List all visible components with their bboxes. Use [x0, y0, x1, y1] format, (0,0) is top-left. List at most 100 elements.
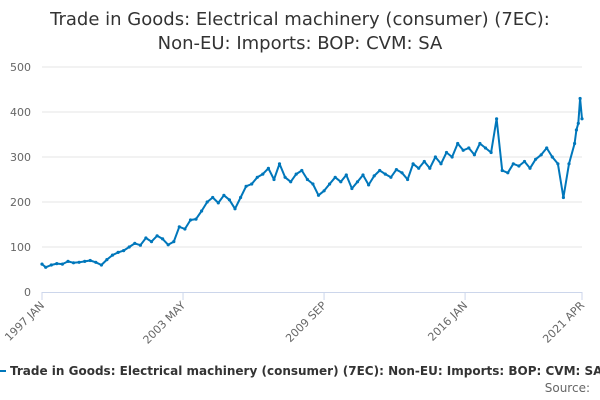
data-point-59[interactable]	[367, 183, 371, 187]
data-point-31[interactable]	[211, 195, 215, 200]
legend-item-label[interactable]: Trade in Goods: Electrical machinery (co…	[10, 364, 600, 378]
data-point-16[interactable]	[127, 245, 131, 249]
data-point-58[interactable]	[361, 173, 365, 177]
data-point-74[interactable]	[450, 155, 454, 159]
data-point-0[interactable]	[40, 262, 44, 266]
data-point-23[interactable]	[166, 243, 170, 247]
data-point-92[interactable]	[550, 155, 554, 159]
data-point-77[interactable]	[467, 146, 471, 150]
data-point-80[interactable]	[483, 146, 488, 150]
data-point-33[interactable]	[222, 193, 226, 197]
data-point-78[interactable]	[472, 153, 476, 157]
data-point-45[interactable]	[289, 180, 293, 184]
data-point-86[interactable]	[517, 164, 521, 168]
data-point-85[interactable]	[511, 162, 515, 166]
data-point-20[interactable]	[149, 240, 154, 244]
data-point-12[interactable]	[105, 258, 109, 262]
data-point-96[interactable]	[573, 141, 577, 146]
data-point-53[interactable]	[333, 175, 337, 179]
data-point-61[interactable]	[378, 168, 382, 173]
data-point-89[interactable]	[534, 157, 538, 161]
data-point-7[interactable]	[77, 260, 81, 264]
data-point-26[interactable]	[183, 227, 187, 231]
data-point-73[interactable]	[444, 150, 449, 155]
data-point-100[interactable]	[580, 117, 584, 121]
data-point-8[interactable]	[83, 259, 87, 263]
data-point-42[interactable]	[272, 177, 276, 182]
data-point-4[interactable]	[60, 262, 64, 266]
data-point-68[interactable]	[417, 166, 421, 170]
data-point-54[interactable]	[339, 180, 343, 184]
data-point-70[interactable]	[428, 166, 432, 170]
data-point-57[interactable]	[355, 180, 360, 184]
data-point-34[interactable]	[227, 198, 231, 202]
data-point-35[interactable]	[233, 207, 237, 211]
data-point-94[interactable]	[561, 195, 566, 200]
data-point-60[interactable]	[372, 174, 376, 178]
data-point-63[interactable]	[389, 175, 393, 179]
data-point-72[interactable]	[439, 162, 443, 166]
data-point-40[interactable]	[261, 172, 265, 176]
data-point-52[interactable]	[328, 182, 332, 186]
data-point-41[interactable]	[266, 166, 270, 170]
data-point-17[interactable]	[133, 241, 137, 245]
data-point-3[interactable]	[55, 262, 59, 266]
data-point-48[interactable]	[305, 177, 309, 182]
data-point-29[interactable]	[200, 209, 204, 213]
data-point-18[interactable]	[138, 243, 142, 247]
data-point-1[interactable]	[44, 265, 48, 269]
data-point-36[interactable]	[239, 195, 243, 200]
data-point-21[interactable]	[155, 234, 159, 238]
data-point-69[interactable]	[422, 159, 426, 164]
data-point-11[interactable]	[99, 263, 103, 267]
data-point-43[interactable]	[277, 162, 282, 166]
data-point-22[interactable]	[161, 237, 165, 241]
data-point-83[interactable]	[500, 168, 504, 173]
data-point-13[interactable]	[110, 253, 115, 257]
data-point-30[interactable]	[205, 200, 209, 204]
data-point-14[interactable]	[116, 250, 120, 254]
data-point-71[interactable]	[433, 155, 437, 159]
data-point-51[interactable]	[322, 189, 326, 193]
data-point-24[interactable]	[172, 240, 176, 244]
data-point-44[interactable]	[283, 175, 287, 179]
data-point-56[interactable]	[350, 186, 354, 191]
data-point-88[interactable]	[528, 166, 532, 170]
data-point-64[interactable]	[394, 168, 398, 172]
data-point-97[interactable]	[574, 128, 579, 132]
data-point-37[interactable]	[244, 184, 248, 188]
data-point-49[interactable]	[311, 182, 315, 186]
data-point-2[interactable]	[49, 263, 53, 267]
data-point-32[interactable]	[216, 201, 220, 205]
legend[interactable]: Trade in Goods: Electrical machinery (co…	[0, 364, 600, 378]
data-point-82[interactable]	[495, 117, 499, 121]
data-point-84[interactable]	[506, 171, 510, 175]
data-point-67[interactable]	[411, 162, 415, 166]
data-point-10[interactable]	[94, 260, 98, 264]
data-point-79[interactable]	[478, 141, 482, 146]
data-point-28[interactable]	[194, 217, 198, 221]
data-point-19[interactable]	[144, 236, 148, 240]
data-point-95[interactable]	[567, 162, 571, 166]
data-point-38[interactable]	[250, 182, 254, 186]
data-point-5[interactable]	[66, 259, 70, 263]
data-point-99[interactable]	[578, 96, 582, 101]
data-point-46[interactable]	[294, 172, 298, 176]
data-point-27[interactable]	[188, 218, 193, 222]
data-point-25[interactable]	[177, 225, 181, 229]
data-point-66[interactable]	[406, 177, 410, 182]
data-point-81[interactable]	[489, 150, 493, 155]
data-point-15[interactable]	[122, 249, 126, 253]
data-point-87[interactable]	[522, 159, 527, 164]
data-point-75[interactable]	[456, 141, 460, 146]
data-point-90[interactable]	[539, 153, 543, 157]
data-point-91[interactable]	[545, 146, 549, 150]
data-point-6[interactable]	[71, 261, 76, 265]
data-point-98[interactable]	[576, 121, 580, 125]
data-point-47[interactable]	[300, 168, 304, 173]
data-point-39[interactable]	[255, 175, 259, 179]
data-point-55[interactable]	[344, 173, 348, 177]
data-point-93[interactable]	[556, 162, 560, 166]
data-point-65[interactable]	[400, 171, 404, 175]
data-point-50[interactable]	[316, 193, 321, 197]
